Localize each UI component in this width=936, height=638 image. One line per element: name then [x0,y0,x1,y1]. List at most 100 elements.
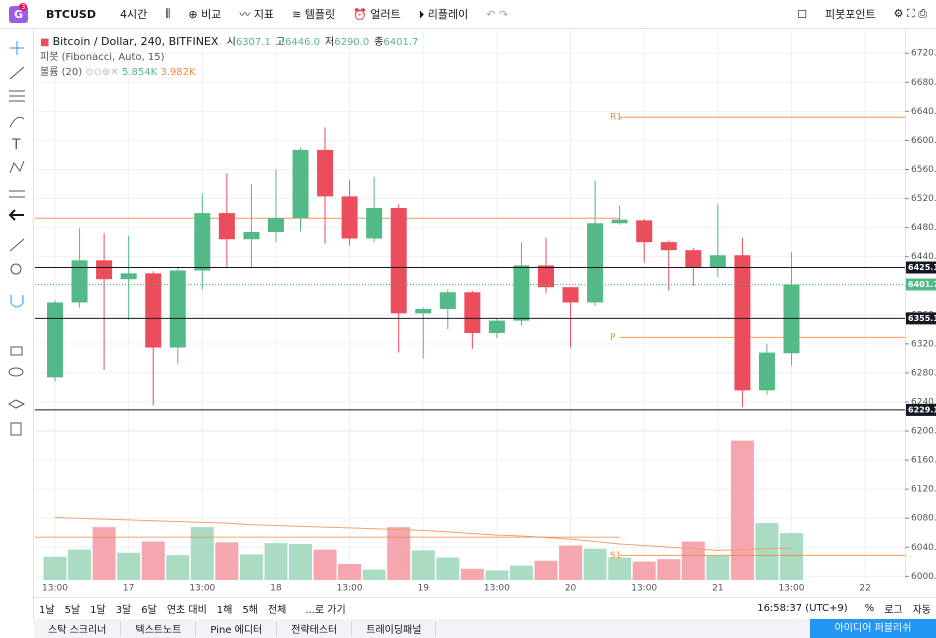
interval[interactable]: 4시간 [120,8,148,21]
candle-body [120,273,137,280]
symbol[interactable]: BTCUSD [46,7,96,21]
pivot-menu[interactable]: 피봇포인트 [825,8,876,21]
publish-button[interactable]: 아이디어 퍼블리쉬 [810,619,936,638]
y-tick-label: 6640.0 [911,107,936,117]
layout-toggle[interactable]: ☐ [797,7,808,21]
candle-body [562,287,579,303]
volume-bar [608,557,632,580]
measure-tool[interactable] [9,190,25,198]
zoom-tool[interactable] [10,263,22,275]
candle-body [366,208,383,239]
volume-bar [780,533,803,580]
candle-body [734,255,751,391]
volume-bar [362,569,386,580]
volume-bar [190,527,214,580]
scale-option[interactable]: % [864,602,875,614]
range-button[interactable]: 1달 [90,604,106,616]
volume-bar [92,527,116,580]
tab[interactable]: 텍스트노트 [121,621,197,636]
undo[interactable]: ↶ ↷ [486,7,509,21]
price-label-bg [906,403,936,416]
legend-title: Bitcoin / Dollar, 240, BITFINEX [52,35,219,48]
scale-option[interactable]: 자동 [912,604,931,616]
y-tick-label: 6480.0 [911,223,936,233]
x-tick-label: 13:00 [779,584,805,594]
crosshair-tool[interactable] [10,41,24,55]
x-tick-label: 22 [859,584,870,594]
tab[interactable]: 트레이딩패널 [352,621,437,636]
range-button[interactable]: 5해 [242,604,258,616]
x-tick-label: 13:00 [631,584,657,594]
candle-body [611,219,628,224]
volume-bar [411,550,435,580]
settings[interactable]: ⚙ ⛶ ⎙ [893,7,927,20]
volume-bar [289,543,312,580]
ohlc: 시6307.1 고6446.0 저6290.0 종6401.7 [222,37,419,48]
toolbar-button[interactable]: ⏵ 리플레이 [418,8,469,21]
candle-body [587,223,604,303]
volume-bar [166,555,190,580]
range-button[interactable]: 연초 대비 [166,604,207,616]
tab[interactable]: 전략테스터 [277,621,353,636]
y-tick-label: 6440.0 [911,252,936,262]
candle-body [685,250,702,268]
button-label: 템플릿 [304,8,336,21]
delete-tool[interactable] [10,422,22,436]
chart-style[interactable]: ⫼ [165,7,171,20]
ohlc-label: 종 [374,37,384,48]
pivot-label: R1 [610,113,622,123]
candle-body [243,231,260,240]
range-button[interactable]: 5날 [64,604,81,616]
ohlc-label: 시 [226,37,236,48]
toolbar-button[interactable]: ⊕ 비교 [188,8,222,21]
ruler-tool[interactable] [9,238,25,252]
badge: 3 [19,3,28,11]
candle-body [439,292,456,309]
goto-button[interactable]: ...로 가기 [305,604,346,616]
back-tool[interactable] [8,209,24,221]
ohlc-label: 고 [275,37,286,48]
candle-body [169,270,186,348]
volume-bar [215,542,239,580]
range-button[interactable]: 6달 [141,604,157,616]
trend-line-tool[interactable] [9,66,25,80]
ohlc-value: 6307.1 [235,37,271,48]
range-button[interactable]: 3달 [115,604,132,616]
toolbar-button[interactable]: ≋ 템플릿 [292,8,336,21]
range-button[interactable]: 1해 [216,604,233,616]
x-tick-label: 20 [565,584,577,594]
text-tool[interactable]: T [11,137,21,153]
volume-bar [681,541,705,580]
range-button[interactable]: 전체 [267,604,287,616]
tool-icons: T [7,41,26,436]
pattern-tool[interactable] [9,160,25,174]
volume-bar [239,554,263,580]
volume-bar [534,560,558,580]
toolbar-button[interactable]: 〰 지표 [239,8,275,21]
candle-body [390,208,407,314]
scale-option[interactable]: 로그 [884,604,903,616]
range-button[interactable]: 1날 [39,604,55,616]
magnet-tool[interactable] [10,295,24,308]
candle-body [660,242,677,251]
y-tick-label: 6080.0 [911,514,936,524]
visibility-tool[interactable] [8,367,24,377]
price-label-bg [906,261,936,274]
toolbar-button[interactable]: ⏰ 얼러트 [353,8,401,21]
lock-tool[interactable] [10,346,23,356]
price-label: 6229.1 [908,405,936,414]
candle-body [488,320,505,333]
tab[interactable]: 스탁 스크리너 [34,621,122,636]
volume-bar [338,563,362,580]
y-tick-label: 6520.0 [911,194,936,204]
brush-tool[interactable] [9,116,25,128]
candle-body [194,213,211,271]
price-label: 6401.7 [908,280,936,289]
tab[interactable]: Pine 에디터 [196,621,278,636]
fib-tool[interactable] [9,90,25,102]
volume-ma-line [54,517,792,551]
volume-bar [264,543,288,580]
y-tick-label: 6240.0 [911,397,936,407]
layers-tool[interactable] [7,399,26,409]
